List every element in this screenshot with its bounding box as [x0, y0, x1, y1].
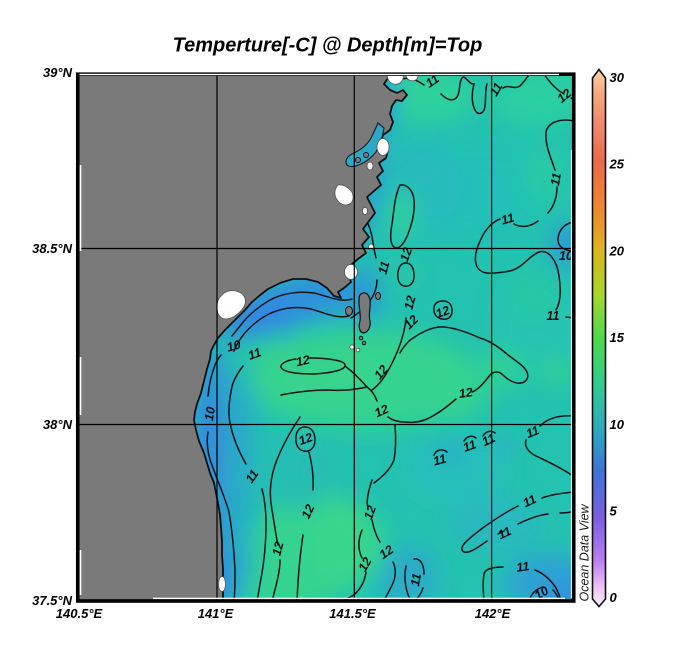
svg-text:12: 12 [295, 353, 312, 370]
svg-text:10: 10 [532, 584, 551, 603]
svg-text:39°N: 39°N [43, 65, 73, 80]
svg-text:25: 25 [609, 157, 625, 172]
svg-text:11: 11 [408, 572, 424, 587]
svg-text:11: 11 [515, 559, 530, 575]
svg-text:0: 0 [610, 590, 618, 605]
svg-text:20: 20 [609, 244, 625, 259]
svg-text:12: 12 [401, 294, 418, 311]
svg-text:38°N: 38°N [43, 417, 73, 432]
svg-text:Temperture[-C] @ Depth[m]=Top: Temperture[-C] @ Depth[m]=Top [173, 35, 483, 57]
svg-text:10: 10 [610, 417, 625, 432]
svg-text:12: 12 [297, 430, 315, 448]
svg-text:141°E: 141°E [198, 606, 234, 621]
svg-text:11: 11 [524, 423, 541, 441]
svg-text:12: 12 [356, 555, 375, 574]
svg-text:11: 11 [432, 452, 448, 469]
svg-text:11: 11 [461, 437, 478, 455]
svg-text:11: 11 [423, 72, 442, 91]
svg-text:30: 30 [610, 70, 625, 85]
svg-text:12: 12 [377, 542, 396, 561]
svg-text:11: 11 [376, 260, 393, 276]
svg-text:10: 10 [202, 406, 218, 422]
svg-text:10: 10 [559, 249, 573, 263]
svg-text:5: 5 [610, 504, 618, 519]
svg-text:37.5°N: 37.5°N [32, 593, 73, 608]
svg-text:12: 12 [458, 385, 474, 401]
svg-text:12: 12 [397, 246, 415, 264]
svg-text:11: 11 [547, 309, 560, 323]
svg-text:10: 10 [225, 337, 242, 354]
svg-text:12: 12 [372, 402, 391, 421]
svg-text:140.5°E: 140.5°E [56, 606, 103, 621]
svg-text:11: 11 [480, 431, 498, 449]
svg-text:11: 11 [500, 211, 516, 228]
svg-text:38.5°N: 38.5°N [32, 241, 73, 256]
svg-text:Ocean Data View: Ocean Data View [578, 503, 592, 601]
svg-text:11: 11 [548, 172, 564, 187]
svg-text:141.5°E: 141.5°E [329, 606, 376, 621]
svg-text:11: 11 [496, 524, 514, 542]
svg-text:12: 12 [434, 303, 452, 321]
svg-text:12: 12 [555, 86, 575, 106]
svg-text:12: 12 [361, 504, 379, 522]
svg-text:12: 12 [299, 502, 318, 521]
svg-text:15: 15 [610, 330, 625, 345]
svg-text:11: 11 [246, 345, 263, 363]
svg-text:11: 11 [521, 492, 539, 510]
svg-text:12: 12 [269, 540, 286, 557]
svg-text:142°E: 142°E [475, 606, 511, 621]
